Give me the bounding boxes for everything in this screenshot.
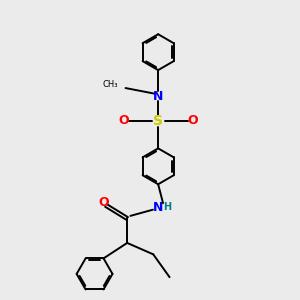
Text: N: N [153, 90, 163, 103]
Text: H: H [163, 202, 171, 212]
Text: CH₃: CH₃ [103, 80, 118, 89]
Text: O: O [187, 114, 198, 127]
Text: O: O [98, 196, 109, 209]
Text: N: N [153, 201, 163, 214]
Text: S: S [153, 114, 163, 128]
Text: O: O [118, 114, 129, 127]
